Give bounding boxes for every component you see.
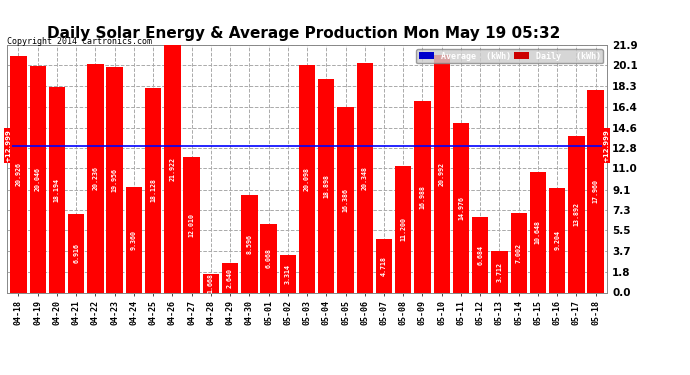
Text: 20.046: 20.046	[34, 167, 41, 191]
Text: 6.068: 6.068	[266, 248, 272, 268]
Text: 13.892: 13.892	[573, 202, 580, 226]
Text: 16.386: 16.386	[342, 188, 348, 212]
Bar	[279, 255, 296, 292]
Text: 3.712: 3.712	[496, 261, 502, 282]
Bar	[126, 187, 142, 292]
Bar	[337, 107, 354, 292]
Bar	[222, 262, 238, 292]
Bar	[106, 67, 123, 292]
Text: 14.976: 14.976	[458, 196, 464, 220]
Bar	[376, 239, 392, 292]
Text: +12.999: +12.999	[603, 129, 609, 162]
Bar	[491, 251, 508, 292]
Text: 20.098: 20.098	[304, 167, 310, 191]
Text: 18.128: 18.128	[150, 178, 156, 202]
Bar	[511, 213, 527, 292]
Text: 20.926: 20.926	[15, 162, 21, 186]
Text: 21.922: 21.922	[169, 157, 175, 181]
Text: 11.200: 11.200	[400, 217, 406, 241]
Text: 18.194: 18.194	[54, 178, 60, 202]
Bar	[184, 157, 200, 292]
Bar	[587, 90, 604, 292]
Bar	[164, 45, 181, 292]
Text: 7.002: 7.002	[515, 243, 522, 263]
Bar	[299, 65, 315, 292]
Text: 19.956: 19.956	[112, 168, 118, 192]
Text: 20.992: 20.992	[439, 162, 445, 186]
Text: +12.999: +12.999	[5, 129, 11, 162]
Text: 18.898: 18.898	[324, 174, 329, 198]
Bar	[49, 87, 65, 292]
Text: 3.314: 3.314	[285, 264, 290, 284]
Bar	[357, 63, 373, 292]
Text: 9.204: 9.204	[554, 231, 560, 251]
Bar	[569, 135, 584, 292]
Bar	[395, 166, 411, 292]
Bar	[549, 189, 565, 292]
Text: 6.916: 6.916	[73, 243, 79, 263]
Text: 10.648: 10.648	[535, 220, 541, 245]
Bar	[318, 79, 335, 292]
Bar	[241, 195, 257, 292]
Text: 12.010: 12.010	[188, 213, 195, 237]
Text: 20.236: 20.236	[92, 166, 99, 190]
Text: 1.668: 1.668	[208, 273, 214, 293]
Bar	[68, 214, 84, 292]
Bar	[87, 64, 104, 292]
Bar	[414, 100, 431, 292]
Text: Daily Solar Energy & Average Production Mon May 19 05:32: Daily Solar Energy & Average Production …	[47, 26, 560, 41]
Text: 9.360: 9.360	[131, 230, 137, 250]
Bar	[10, 56, 27, 292]
Bar	[530, 172, 546, 292]
Text: 17.960: 17.960	[593, 179, 599, 203]
Text: 16.988: 16.988	[420, 184, 426, 209]
Legend: Average  (kWh), Daily   (kWh): Average (kWh), Daily (kWh)	[416, 49, 603, 63]
Text: 20.348: 20.348	[362, 165, 368, 189]
Bar	[30, 66, 46, 292]
Bar	[453, 123, 469, 292]
Bar	[145, 88, 161, 292]
Text: 8.596: 8.596	[246, 234, 253, 254]
Bar	[203, 274, 219, 292]
Text: 6.684: 6.684	[477, 245, 483, 265]
Bar	[433, 55, 450, 292]
Text: Copyright 2014 Cartronics.com: Copyright 2014 Cartronics.com	[7, 38, 152, 46]
Text: 2.640: 2.640	[227, 268, 233, 288]
Text: 4.718: 4.718	[381, 256, 387, 276]
Bar	[472, 217, 489, 292]
Bar	[260, 224, 277, 292]
